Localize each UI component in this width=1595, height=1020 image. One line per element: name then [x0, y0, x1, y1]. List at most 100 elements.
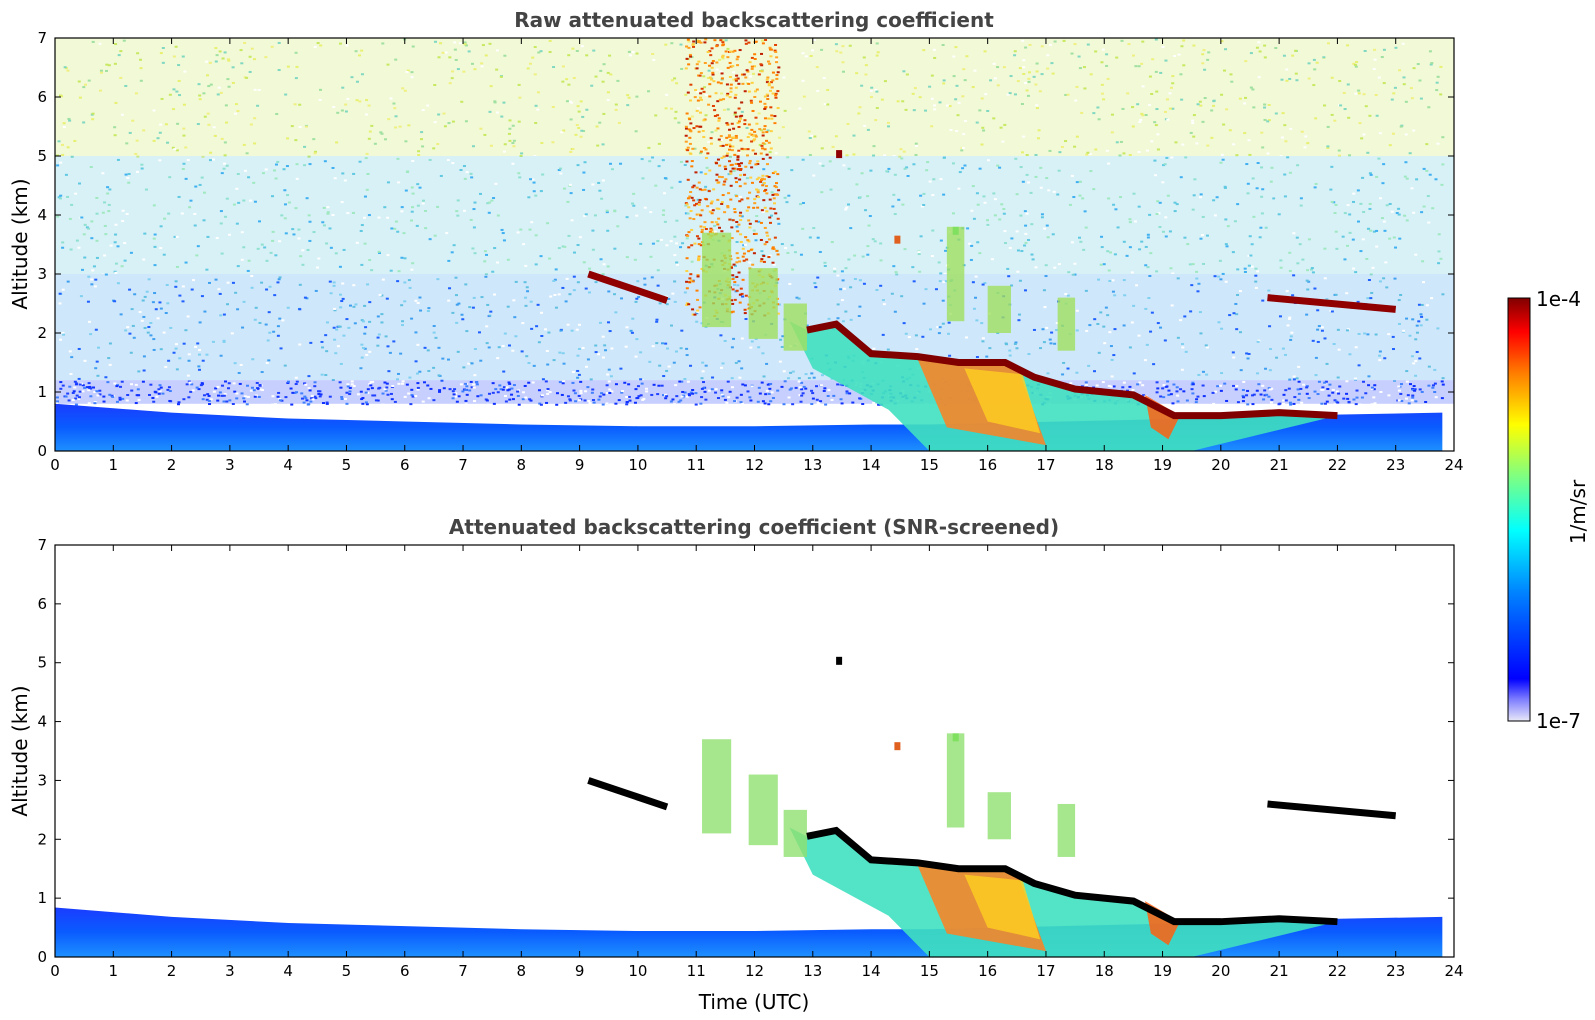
y-tick-label: 2 — [37, 324, 47, 342]
x-tick-label: 6 — [400, 962, 410, 980]
x-axis-ticks: 0 1 2 3 4 5 6 7 8 9 10 11 12 13 14 15 16 17 18 19 20 21 22 23 24 — [50, 38, 1464, 474]
x-tick-label: 23 — [1386, 456, 1405, 474]
x-tick-label: 12 — [745, 456, 764, 474]
x-tick-label: 5 — [342, 456, 352, 474]
fallstreak — [783, 303, 807, 351]
y-tick-label: 6 — [37, 88, 47, 106]
y-tick-label: 4 — [37, 206, 47, 224]
fallstreak — [702, 739, 732, 834]
fallstreak — [946, 733, 965, 828]
y-axis-ticks: 0 1 2 3 4 5 6 7 — [37, 536, 1454, 966]
x-tick-label: 22 — [1328, 456, 1347, 474]
x-tick-label: 2 — [167, 456, 177, 474]
x-axis-label: Time (UTC) — [698, 990, 810, 1014]
cloud-layer — [1267, 294, 1397, 313]
y-tick-label: 1 — [37, 383, 47, 401]
x-tick-label: 23 — [1386, 962, 1405, 980]
y-tick-label: 2 — [37, 830, 47, 848]
y-tick-label: 4 — [37, 713, 47, 731]
x-tick-label: 16 — [978, 962, 997, 980]
snr-screened-panel: Attenuated backscattering coefficient (S… — [8, 515, 1464, 1014]
x-tick-label: 21 — [1270, 456, 1289, 474]
y-tick-label: 7 — [37, 29, 47, 47]
x-tick-label: 0 — [50, 456, 60, 474]
x-tick-label: 16 — [978, 456, 997, 474]
cloud-base — [806, 320, 1338, 420]
x-tick-label: 17 — [1036, 456, 1055, 474]
colorbar-max-label: 1e-4 — [1536, 287, 1581, 311]
cloud-base — [806, 826, 1338, 926]
fallstreak — [987, 285, 1011, 333]
x-tick-label: 10 — [628, 962, 647, 980]
x-tick-label: 14 — [862, 962, 881, 980]
raw-backscatter-panel: Raw attenuated backscattering coefficien… — [8, 8, 1464, 474]
x-tick-label: 21 — [1270, 962, 1289, 980]
x-tick-label: 15 — [920, 456, 939, 474]
x-tick-label: 9 — [575, 962, 585, 980]
x-tick-label: 24 — [1444, 456, 1463, 474]
fallstreak — [1057, 297, 1076, 351]
dense-aerosol — [964, 874, 1041, 940]
heatmap-area — [55, 38, 1454, 451]
fallstreak — [702, 232, 732, 328]
x-tick-label: 4 — [283, 962, 293, 980]
x-tick-label: 18 — [1095, 456, 1114, 474]
y-axis-label: Altitude (km) — [8, 685, 32, 816]
fallstreak — [748, 774, 778, 846]
y-tick-label: 5 — [37, 147, 47, 165]
x-tick-label: 0 — [50, 962, 60, 980]
y-tick-label: 3 — [37, 265, 47, 283]
y-axis-label: Altitude (km) — [8, 178, 32, 309]
x-tick-label: 10 — [628, 456, 647, 474]
x-tick-label: 7 — [458, 962, 468, 980]
x-tick-label: 22 — [1328, 962, 1347, 980]
isolated-feature — [894, 235, 901, 244]
isolated-feature — [952, 733, 959, 742]
cloud-layer — [1267, 800, 1397, 820]
x-tick-label: 14 — [862, 456, 881, 474]
y-tick-label: 1 — [37, 889, 47, 907]
x-tick-label: 11 — [687, 456, 706, 474]
y-tick-label: 5 — [37, 654, 47, 672]
fallstreak — [1057, 803, 1076, 857]
x-tick-label: 3 — [225, 456, 235, 474]
fallstreak — [987, 792, 1011, 840]
isolated-feature — [952, 226, 959, 235]
panel-title: Attenuated backscattering coefficient (S… — [449, 515, 1059, 539]
fallstreak — [783, 809, 807, 857]
x-tick-label: 9 — [575, 456, 585, 474]
x-axis-ticks: 0 1 2 3 4 5 6 7 8 9 10 11 12 13 14 15 16 17 18 19 20 21 22 23 24 — [50, 545, 1464, 980]
panel-title: Raw attenuated backscattering coefficien… — [514, 8, 994, 32]
x-tick-label: 6 — [400, 456, 410, 474]
colorbar-gradient — [1507, 297, 1531, 722]
x-tick-label: 1 — [109, 456, 119, 474]
cloud-layer — [587, 777, 669, 811]
dense-aerosol — [964, 368, 1041, 434]
x-tick-label: 17 — [1036, 962, 1055, 980]
x-tick-label: 4 — [283, 456, 293, 474]
x-tick-label: 5 — [342, 962, 352, 980]
isolated-feature — [836, 150, 843, 159]
x-tick-label: 7 — [458, 456, 468, 474]
x-tick-label: 8 — [517, 456, 527, 474]
x-tick-label: 8 — [517, 962, 527, 980]
x-tick-label: 19 — [1153, 962, 1172, 980]
colorbar: 1e-4 1e-7 1/m/sr — [1507, 287, 1590, 733]
heatmap-area — [55, 656, 1443, 957]
x-tick-label: 2 — [167, 962, 177, 980]
x-tick-label: 20 — [1211, 456, 1230, 474]
isolated-feature — [894, 742, 901, 751]
colorbar-label: 1/m/sr — [1566, 479, 1590, 544]
x-tick-label: 24 — [1444, 962, 1463, 980]
fallstreak — [946, 226, 965, 322]
x-tick-label: 13 — [803, 962, 822, 980]
x-tick-label: 13 — [803, 456, 822, 474]
y-axis-ticks: 0 1 2 3 4 5 6 7 — [37, 29, 1454, 460]
x-tick-label: 20 — [1211, 962, 1230, 980]
x-tick-label: 1 — [109, 962, 119, 980]
isolated-feature — [836, 656, 843, 665]
y-tick-label: 3 — [37, 771, 47, 789]
colorbar-min-label: 1e-7 — [1536, 709, 1581, 733]
x-tick-label: 18 — [1095, 962, 1114, 980]
